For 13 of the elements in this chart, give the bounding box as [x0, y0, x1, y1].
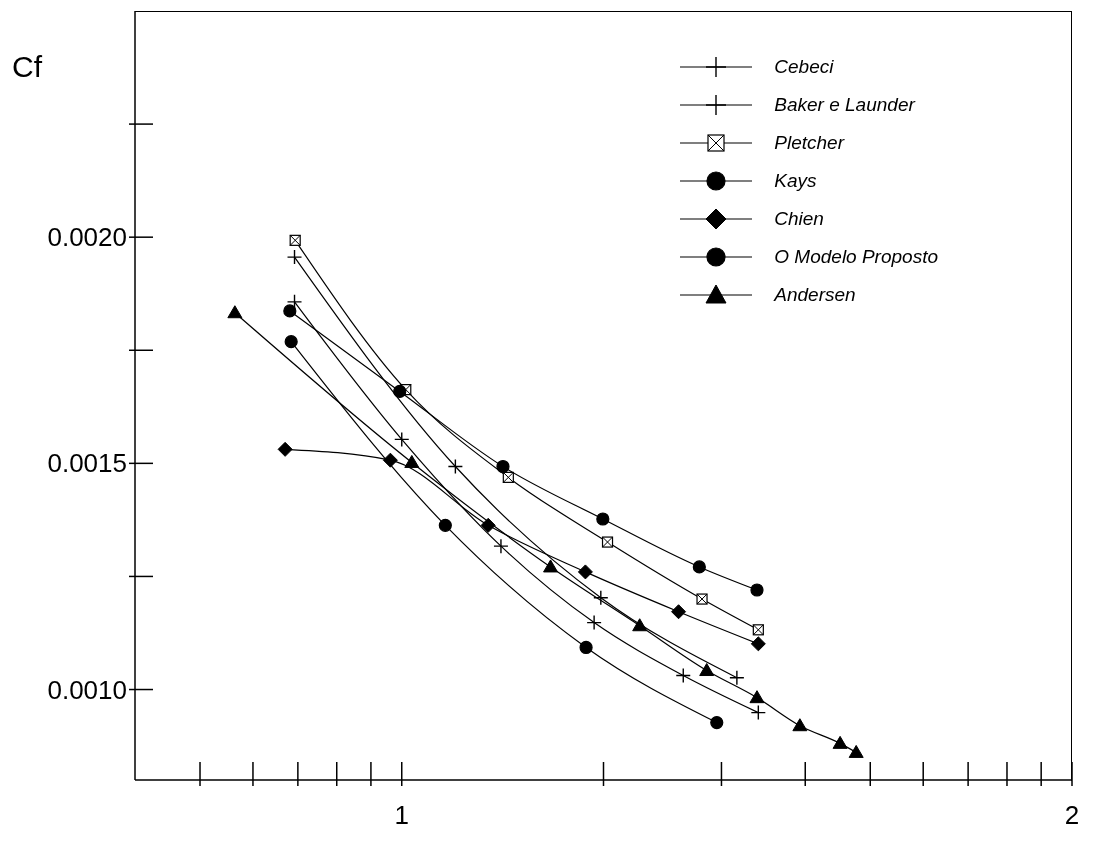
legend-label: Cebeci: [774, 56, 834, 78]
y-tick-label: 0.0010: [47, 674, 127, 705]
legend-label: O Modelo Proposto: [774, 246, 938, 268]
legend-label: Pletcher: [774, 132, 844, 154]
y-tick-label: 0.0015: [47, 448, 127, 479]
legend-label: Andersen: [774, 284, 856, 306]
y-axis-title: Cf: [12, 50, 42, 84]
x-tick-label: 2: [1064, 800, 1080, 830]
y-tick-label: 0.0020: [47, 222, 127, 253]
legend-label: Chien: [774, 208, 824, 230]
x-tick-label: 1: [394, 800, 409, 830]
legend-label: Baker e Launder: [774, 94, 915, 116]
legend-label: Kays: [774, 170, 817, 192]
